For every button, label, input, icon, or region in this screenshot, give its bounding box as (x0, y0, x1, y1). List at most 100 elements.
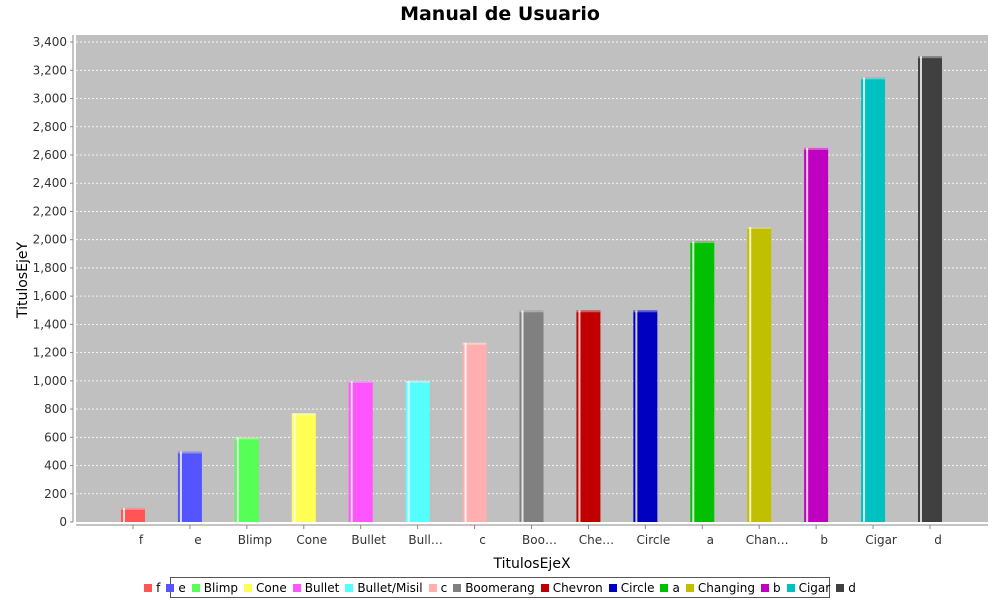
bar-highlight (635, 310, 638, 522)
legend-swatch (144, 583, 153, 592)
y-tick-label: 1,600 (33, 289, 67, 303)
bar-highlight (179, 451, 182, 522)
legend-item: c (428, 580, 448, 595)
bar (348, 380, 373, 522)
y-tick-label: 200 (44, 487, 67, 501)
x-tick-label: Cone (296, 533, 327, 547)
bar (576, 310, 601, 522)
y-tick-label: 1,400 (33, 317, 67, 331)
bar-top-edge (291, 413, 316, 416)
y-tick-label: 400 (44, 459, 67, 473)
bar-highlight (749, 226, 752, 522)
x-axis-label: TitulosEjeX (492, 556, 570, 572)
legend-label: Cigar (798, 580, 831, 595)
x-tick-label: Bull… (408, 533, 443, 547)
y-tick-label: 2,000 (33, 233, 67, 247)
bar-top-edge (177, 451, 202, 454)
bar-highlight (863, 77, 866, 522)
legend-swatch (540, 583, 549, 592)
bar-top-edge (918, 56, 942, 59)
bar-top-edge (747, 226, 772, 229)
legend-label: Blimp (203, 580, 239, 595)
bar-highlight (123, 507, 125, 522)
legend-swatch (191, 583, 200, 592)
x-tick-label: Che… (579, 533, 614, 547)
legend-label: e (178, 580, 186, 595)
legend-label: c (440, 580, 448, 595)
x-ticks: f e Blimp Cone Bullet Bull… c Boo… Che… Circle a Ch… (132, 525, 942, 547)
legend-swatch (453, 583, 462, 592)
legend-item: Bullet (292, 580, 340, 595)
legend-item: Changing (685, 581, 755, 595)
x-tick-label: e (194, 533, 201, 547)
legend-label: f (156, 580, 161, 595)
legend-swatch (836, 583, 845, 592)
bar (405, 380, 430, 522)
bar-top-edge (861, 77, 886, 80)
y-tick-label: 2,200 (33, 204, 67, 218)
y-tick-label: 1,000 (33, 374, 67, 388)
y-tick-label: 3,000 (33, 92, 67, 106)
bar (747, 226, 772, 522)
x-tick-label: c (479, 533, 486, 547)
bar-body (121, 507, 145, 522)
legend-item: f (144, 581, 160, 595)
legend-item: Cigar (786, 580, 831, 595)
y-ticks: 0 200 400 600 800 1,000 1,200 1,400 1,600 1,800 2,… (33, 35, 73, 529)
bar (633, 310, 658, 522)
legend-label: Bullet/Misil (357, 580, 423, 595)
bar-top-edge (576, 310, 601, 313)
legend-item: Chevron (540, 580, 603, 595)
legend-item: a (660, 580, 680, 595)
bar (918, 56, 942, 522)
bar-highlight (521, 310, 524, 522)
x-tick-label: Blimp (238, 533, 272, 547)
bar-top-edge (519, 310, 544, 313)
bar (462, 342, 487, 522)
legend-swatch (292, 583, 301, 592)
bar-highlight (407, 380, 410, 522)
legend-item: Bullet/Misil (345, 580, 423, 595)
y-tick-label: 2,400 (33, 176, 67, 190)
x-tick-label: Circle (637, 533, 671, 547)
bars (121, 56, 942, 522)
bar-highlight (350, 380, 353, 522)
bar (177, 451, 202, 522)
legend-label: Chevron (552, 580, 603, 595)
x-tick-label: d (934, 533, 942, 547)
bar-highlight (236, 437, 239, 522)
chart-title: Manual de Usuario (400, 3, 600, 25)
legend: f e Blimp Cone Bullet Bullet/Misil c Boomerang C… (144, 577, 856, 598)
x-tick-label: a (707, 533, 714, 547)
bar-top-edge (462, 342, 487, 345)
bar (291, 413, 316, 522)
legend-item: Boomerang (453, 581, 535, 595)
y-tick-label: 3,200 (33, 63, 67, 77)
bar-top-edge (690, 241, 715, 244)
bar-highlight (920, 56, 922, 522)
bar (804, 147, 829, 522)
legend-item: b (760, 580, 781, 595)
legend-label: Circle (620, 580, 655, 595)
x-tick-label: f (139, 533, 144, 547)
y-tick-label: 3,400 (33, 35, 67, 49)
y-tick-label: 0 (59, 515, 67, 529)
legend-label: Bullet (304, 580, 340, 595)
legend-label: b (772, 580, 781, 595)
x-tick-label: Cigar (865, 533, 897, 547)
legend-item: e (166, 580, 186, 595)
legend-item: Blimp (191, 580, 239, 595)
legend-label: Cone (256, 580, 287, 595)
x-tick-label: Chan… (746, 533, 789, 547)
legend-label: a (672, 580, 680, 595)
legend-swatch (685, 583, 694, 592)
legend-item: Cone (244, 581, 287, 595)
legend-swatch (786, 583, 795, 592)
legend-swatch (428, 583, 437, 592)
x-tick-label: Bullet (351, 533, 386, 547)
bar-highlight (293, 413, 296, 522)
y-tick-label: 800 (44, 402, 67, 416)
bar (690, 241, 715, 522)
bar (121, 507, 145, 522)
